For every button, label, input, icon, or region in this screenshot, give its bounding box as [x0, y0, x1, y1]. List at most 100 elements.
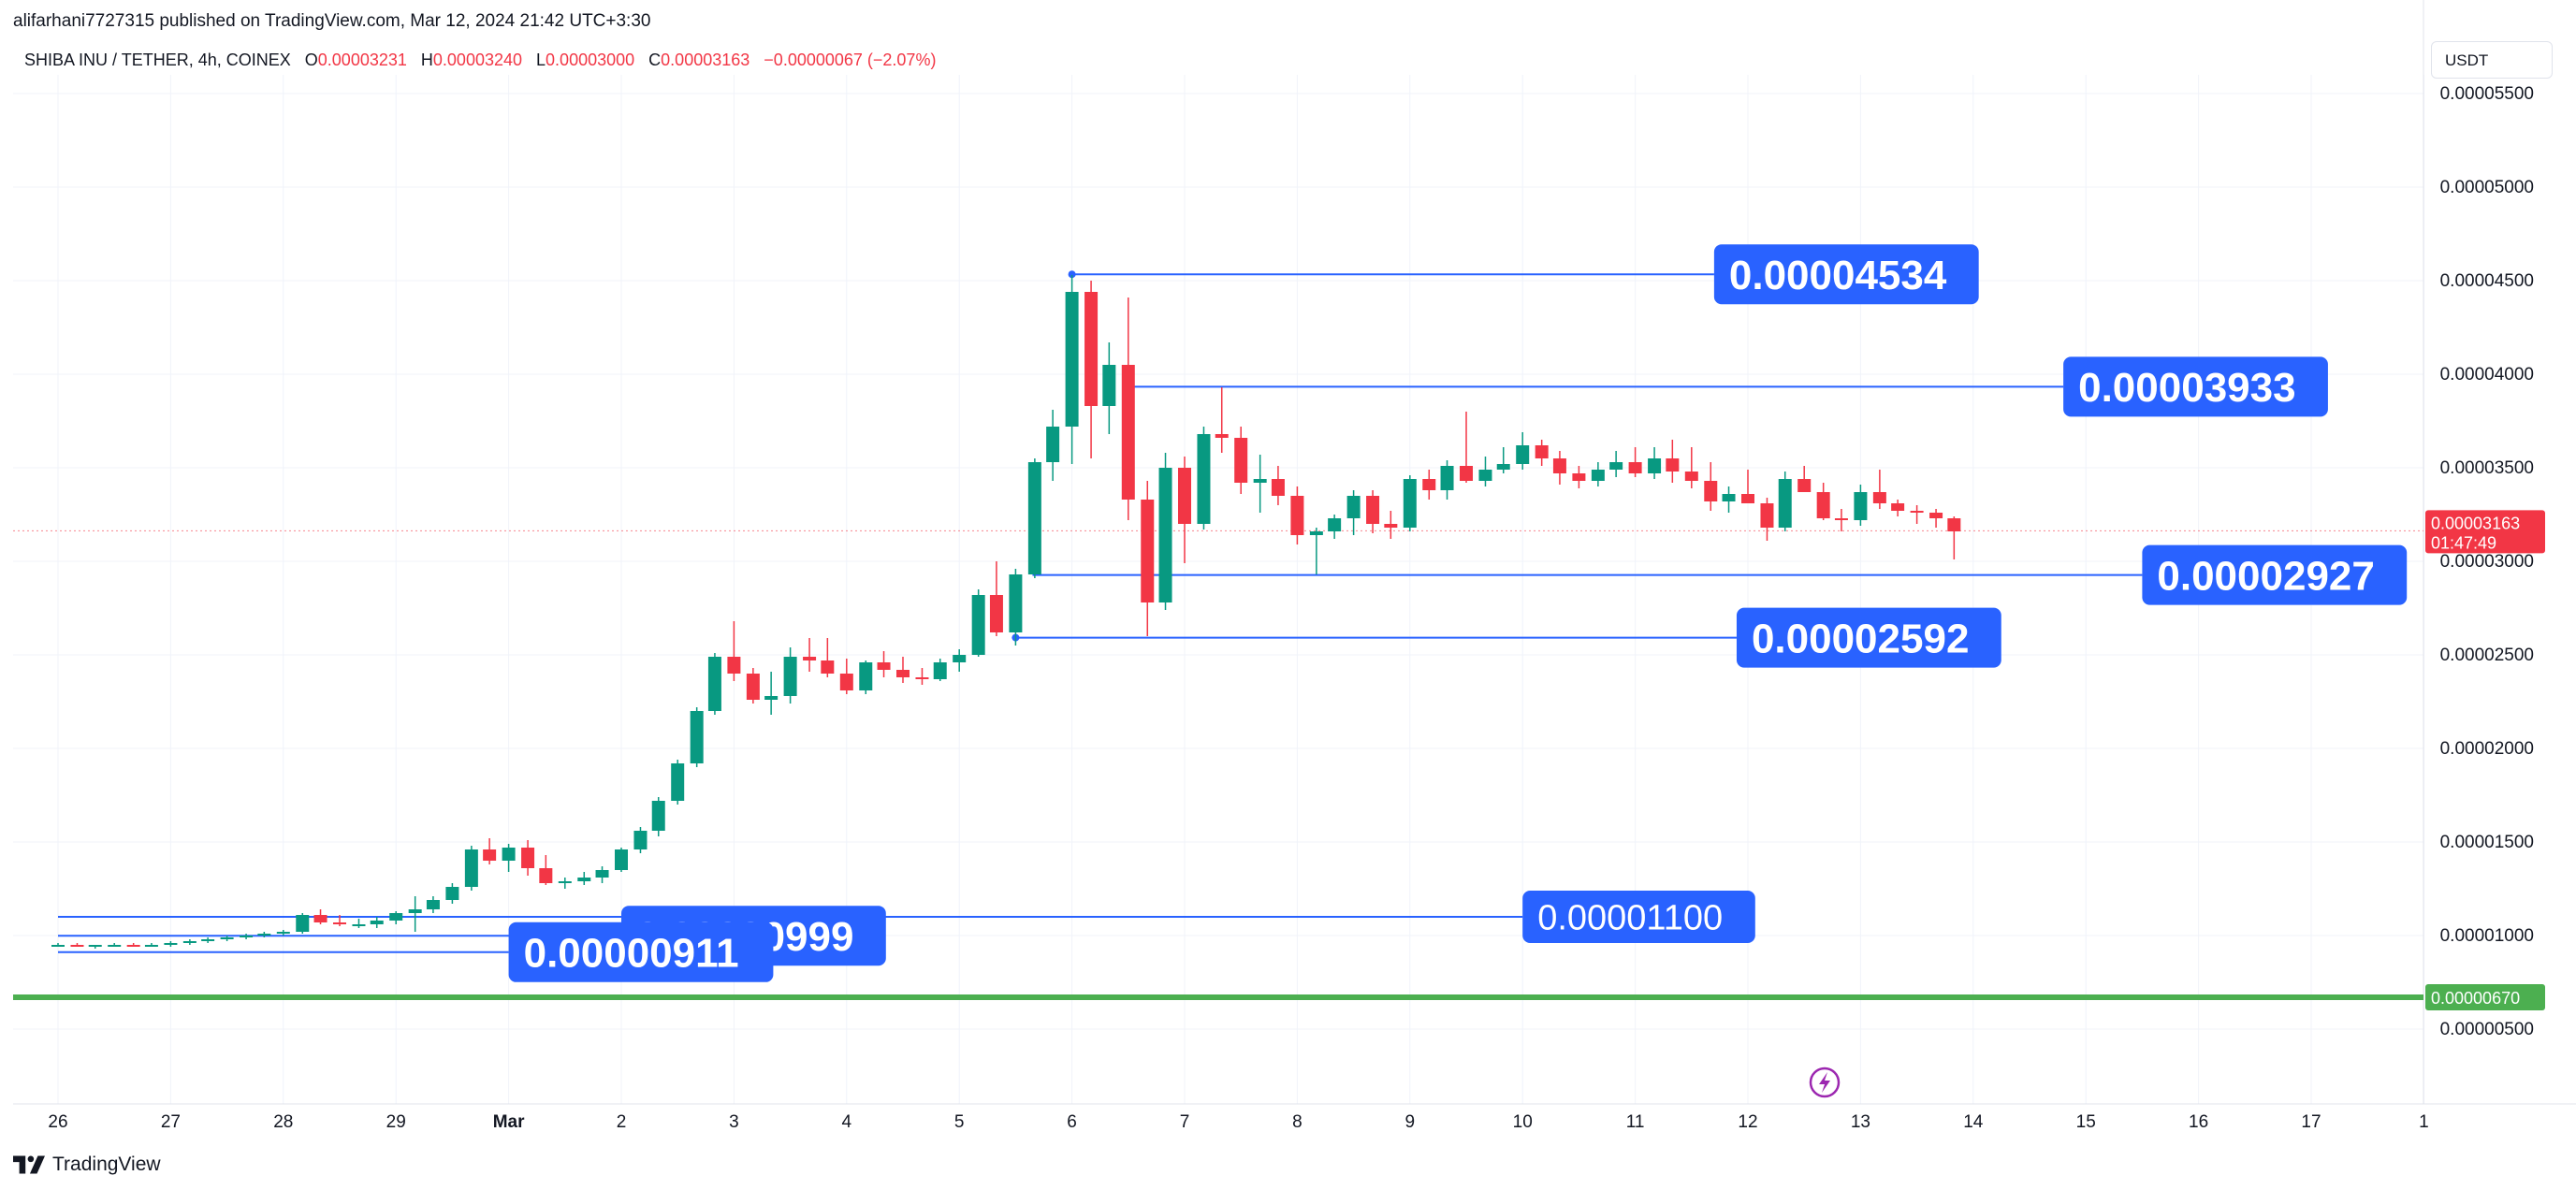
- candle: [615, 848, 628, 872]
- candle: [1460, 412, 1473, 483]
- candle: [1816, 483, 1830, 520]
- candle-body: [1609, 462, 1623, 470]
- candle: [707, 653, 721, 715]
- x-tick-label: 29: [386, 1112, 406, 1132]
- candle-body: [1197, 434, 1211, 524]
- candle: [671, 760, 685, 805]
- candle: [1215, 387, 1229, 453]
- candle-body: [1722, 494, 1736, 501]
- level-line-group: 0.00002927: [1032, 544, 2408, 605]
- candle: [370, 917, 384, 928]
- candle: [1929, 509, 1943, 528]
- candle-body: [727, 657, 741, 674]
- level-label-text: 0.00003933: [2078, 365, 2295, 411]
- candle: [633, 827, 648, 853]
- candle-body: [1760, 503, 1774, 528]
- candle: [126, 943, 140, 947]
- candle-body: [577, 878, 591, 881]
- candle-body: [108, 945, 122, 947]
- candle-body: [352, 924, 366, 926]
- level-label-box: [1713, 244, 1979, 305]
- candle: [953, 649, 967, 672]
- candle-body: [1872, 492, 1886, 503]
- candle-body: [88, 945, 102, 947]
- candle: [1478, 457, 1492, 486]
- candle-body: [1158, 468, 1172, 602]
- candle-body: [746, 674, 760, 700]
- candle-body: [953, 655, 967, 662]
- candle: [1684, 447, 1698, 488]
- x-tick-label: 1: [2419, 1112, 2429, 1132]
- candle-body: [1648, 458, 1662, 473]
- low-value: 0.00003000: [546, 51, 635, 69]
- candle-body: [1440, 466, 1454, 490]
- candle: [783, 647, 797, 704]
- candle: [727, 621, 741, 681]
- candle-body: [1178, 468, 1191, 524]
- candle: [1535, 440, 1549, 466]
- candle-body: [220, 937, 234, 939]
- candle: [1234, 427, 1248, 494]
- x-tick-label: 27: [161, 1112, 181, 1132]
- candle: [389, 911, 403, 924]
- candle: [1309, 528, 1323, 574]
- candle: [1872, 470, 1886, 509]
- x-tick-label: 10: [1513, 1112, 1533, 1132]
- candle-body: [671, 763, 685, 801]
- countdown-value: 01:47:49: [2431, 533, 2496, 552]
- candle-body: [615, 849, 628, 870]
- candle: [408, 896, 422, 932]
- candle-body: [521, 848, 535, 868]
- currency-button[interactable]: USDT: [2431, 41, 2553, 79]
- y-tick-label: 0.00005500: [2440, 84, 2534, 104]
- candle-body: [1403, 479, 1417, 528]
- candle-body: [464, 849, 478, 887]
- y-tick-label: 0.00001000: [2440, 926, 2534, 946]
- level-line-group: 0.00003933: [1133, 356, 2328, 417]
- level-label-box: [508, 922, 774, 982]
- candle: [1178, 457, 1191, 563]
- candle: [70, 943, 84, 947]
- candle: [915, 668, 929, 685]
- candle: [1648, 447, 1662, 479]
- candle-body: [1797, 479, 1812, 492]
- candle: [839, 659, 853, 694]
- candle-body: [1102, 365, 1116, 406]
- candle: [1552, 451, 1566, 485]
- candle-body: [1253, 479, 1267, 483]
- candle-body: [1046, 427, 1060, 462]
- candle: [1384, 511, 1398, 539]
- candle: [464, 846, 478, 891]
- candle-body: [240, 936, 254, 937]
- candle-body: [1910, 511, 1924, 513]
- candle-body: [1084, 292, 1099, 406]
- candle-body: [1947, 518, 1961, 531]
- candle-body: [1478, 470, 1492, 481]
- candle-body: [1572, 473, 1586, 481]
- change-value: −0.00000067 (−2.07%): [764, 51, 937, 69]
- candle-body: [1684, 472, 1698, 481]
- candle: [803, 638, 817, 672]
- lightning-icon-ring: [1809, 1067, 1841, 1098]
- candle-body: [276, 932, 290, 934]
- candle: [558, 878, 572, 889]
- candle: [1722, 486, 1736, 513]
- candle: [1346, 490, 1361, 535]
- candle: [1366, 490, 1380, 533]
- candle: [445, 883, 459, 904]
- candle-body: [1328, 518, 1342, 531]
- candle: [240, 934, 254, 939]
- candle: [1253, 455, 1267, 513]
- candle: [1516, 432, 1530, 470]
- candle: [1084, 281, 1099, 458]
- candle-body: [803, 657, 817, 660]
- candle-body: [70, 945, 84, 947]
- level-label-text: 0.00000911: [524, 931, 739, 977]
- candle-body: [1535, 445, 1549, 458]
- symbol-name: SHIBA INU / TETHER, 4h, COINEX: [24, 51, 291, 69]
- candle: [690, 707, 704, 767]
- candle-body: [1891, 503, 1905, 511]
- candle: [1046, 410, 1060, 481]
